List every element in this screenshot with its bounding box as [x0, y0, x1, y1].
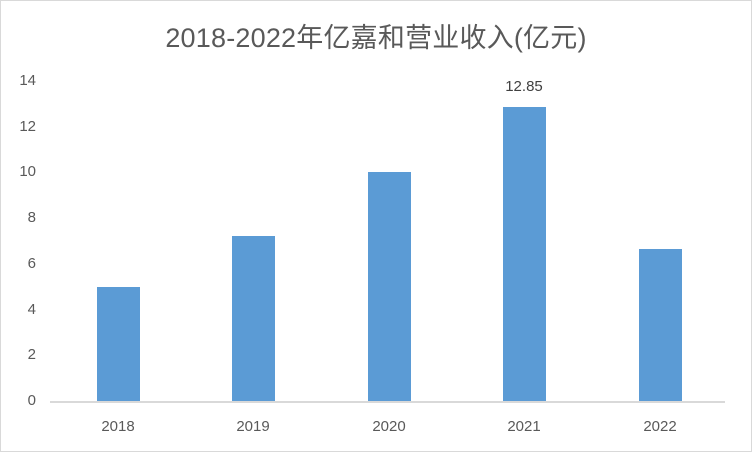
y-tick-label: 6: [27, 254, 36, 272]
y-tick-label: 8: [27, 209, 36, 227]
data-label-2021: 12.85: [505, 78, 543, 96]
x-axis-line: [50, 401, 725, 403]
x-tick-label: 2018: [101, 418, 135, 435]
y-tick-label: 14: [19, 72, 36, 89]
bar-2020: [367, 172, 411, 401]
x-tick-label: 2019: [236, 418, 270, 435]
y-tick-label: 4: [27, 300, 36, 318]
y-tick-label: 0: [27, 392, 36, 409]
chart-title: 2018-2022年亿嘉和营业收入(亿元): [165, 23, 587, 53]
x-tick-label: 2022: [643, 418, 677, 435]
y-tick-label: 10: [19, 163, 36, 181]
bar-2022: [638, 249, 682, 401]
bar-2018: [96, 286, 140, 401]
y-tick-label: 12: [19, 117, 36, 135]
bar-2021: [502, 107, 546, 401]
x-tick-label: 2021: [507, 418, 541, 435]
x-tick-label: 2020: [372, 418, 406, 435]
bar-2019: [231, 236, 275, 401]
y-tick-label: 2: [27, 346, 36, 364]
